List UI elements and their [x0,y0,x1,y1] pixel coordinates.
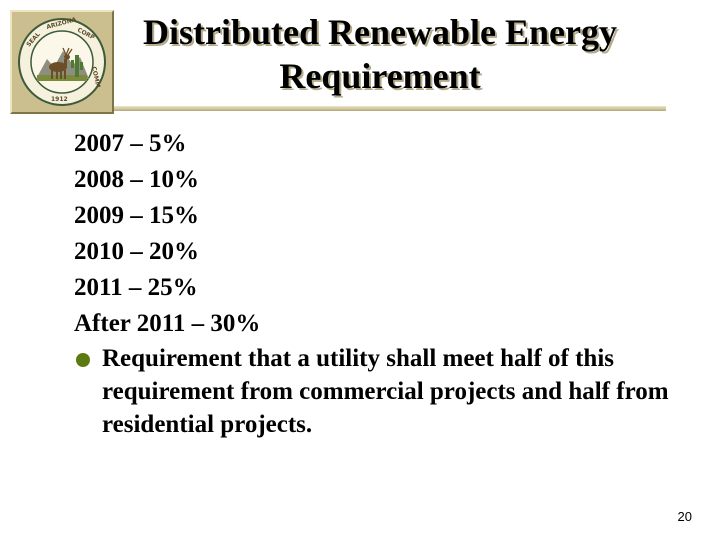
bullet-dot-icon [76,353,90,367]
requirement-bullet-text: Requirement that a utility shall meet ha… [102,345,669,438]
schedule-item-2011: 2011 – 25% [74,274,198,301]
svg-text:COMM: COMM [90,66,101,88]
schedule-item-2007: 2007 – 5% [74,130,187,157]
schedule-item-after-2011: After 2011 – 30% [74,310,261,337]
slide-body: 2007 – 5% 2008 – 10% 2009 – 15% 2010 – 2… [74,126,694,441]
schedule-item-2009: 2009 – 15% [74,202,199,229]
title-underline [114,106,666,111]
seal-frame: SEAL ARIZONA CORP COMM 1912 [10,10,114,114]
page-number: 20 [677,509,692,524]
title-line-2: Requirement [279,56,481,96]
requirement-bullet: Requirement that a utility shall meet ha… [74,342,694,441]
commission-seal-icon: SEAL ARIZONA CORP COMM 1912 [18,17,106,106]
slide-title: Distributed Renewable Energy Requirement [110,10,650,98]
schedule-item-2010: 2010 – 20% [74,238,199,265]
svg-text:1912: 1912 [51,96,68,103]
schedule-item-2008: 2008 – 10% [74,166,199,193]
title-line-1: Distributed Renewable Energy [143,12,617,52]
